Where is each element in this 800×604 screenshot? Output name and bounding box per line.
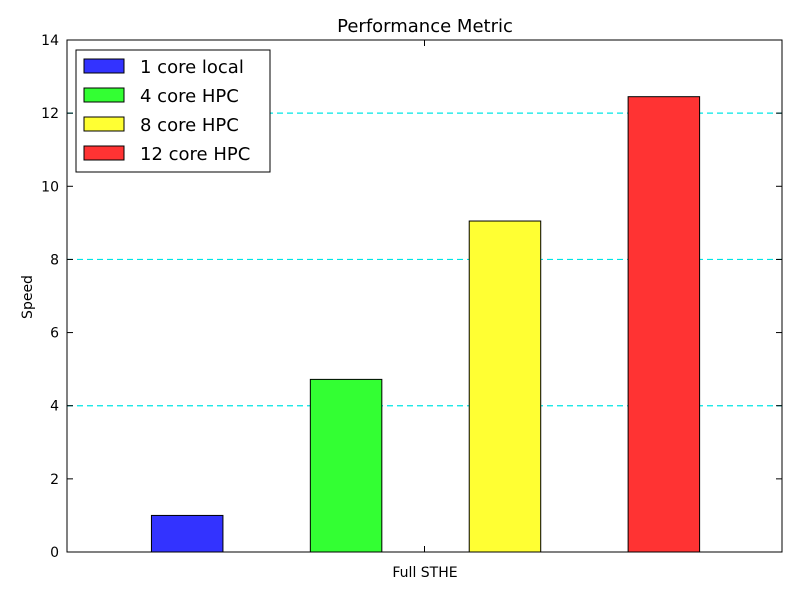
legend-swatch [83, 116, 125, 132]
legend-label: 1 core local [140, 57, 244, 78]
legend-label: 4 core HPC [140, 86, 239, 107]
y-axis-label: Speed [20, 275, 36, 319]
y-tick-label: 8 [50, 252, 59, 268]
plot-frame [66, 39, 783, 553]
bar-3 [468, 220, 542, 553]
bar-4 [627, 96, 701, 553]
y-tick-label: 14 [41, 33, 59, 49]
legend-swatch [83, 87, 125, 103]
y-tick-label: 4 [50, 399, 59, 415]
legend: 1 core local 4 core HPC 8 core HPC 12 core … [75, 49, 271, 173]
y-tick-label: 12 [41, 106, 59, 122]
y-tick-label: 6 [50, 326, 59, 342]
y-tick-label: 2 [50, 472, 59, 488]
x-axis-label: Full STHE [392, 565, 457, 581]
y-tick-label: 0 [50, 545, 59, 561]
bar-1 [150, 514, 224, 553]
chart-title: Performance Metric [337, 16, 513, 37]
bar-2 [309, 378, 383, 553]
legend-label: 8 core HPC [140, 115, 239, 136]
legend-swatch [83, 145, 125, 161]
bars [150, 96, 701, 553]
legend-label: 12 core HPC [140, 144, 250, 165]
y-tick-label: 10 [41, 179, 59, 195]
legend-swatch [83, 58, 125, 74]
